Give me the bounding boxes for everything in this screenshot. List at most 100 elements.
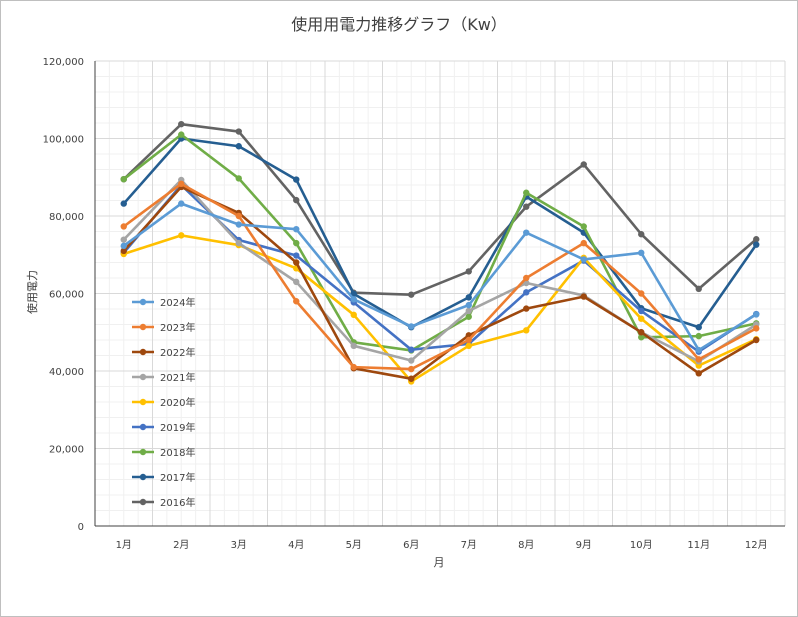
data-point <box>695 332 702 340</box>
legend-marker <box>139 498 147 506</box>
data-point <box>753 236 760 243</box>
data-point <box>408 323 415 330</box>
data-point <box>580 239 587 247</box>
y-tick-label: 40,000 <box>49 367 84 378</box>
data-point <box>523 229 530 236</box>
data-point <box>350 342 357 350</box>
data-point <box>465 313 472 320</box>
data-point <box>523 274 530 282</box>
series-lines <box>120 120 760 385</box>
data-point <box>695 285 702 293</box>
data-point <box>235 212 242 220</box>
data-point <box>580 256 587 263</box>
legend-marker <box>139 373 147 381</box>
legend-label: 2020年 <box>160 396 195 409</box>
data-point <box>235 143 242 150</box>
data-point <box>523 189 530 196</box>
x-tick-label: 1月 <box>116 539 132 551</box>
y-tick-label: 120,000 <box>43 57 84 68</box>
data-point <box>408 357 415 364</box>
x-tick-label: 11月 <box>687 539 710 551</box>
data-point <box>235 128 242 135</box>
y-axis-label: 使用電力 <box>26 270 39 314</box>
data-point <box>120 242 127 250</box>
x-tick-label: 6月 <box>403 539 419 551</box>
series-line <box>122 202 757 352</box>
data-point <box>178 131 185 138</box>
series-2024年 <box>120 200 760 354</box>
data-point <box>638 249 645 257</box>
series-2023年 <box>120 180 760 373</box>
axes <box>94 61 785 527</box>
data-point <box>178 232 185 239</box>
legend: 2024年 2023年 2022年 2021年 2020年 2019年 2018年 2017年… <box>132 296 195 509</box>
data-point <box>178 180 185 188</box>
series-line <box>122 182 757 371</box>
data-point <box>350 311 357 319</box>
data-point <box>695 356 702 363</box>
data-point <box>465 301 472 309</box>
y-tick-label: 0 <box>78 522 84 533</box>
x-tick-label: 12月 <box>745 539 768 551</box>
legend-label: 2016年 <box>160 496 195 509</box>
data-point <box>293 225 300 233</box>
data-point <box>350 296 357 303</box>
data-point <box>465 336 472 344</box>
x-tick-label: 9月 <box>576 539 592 551</box>
data-point <box>638 307 645 315</box>
legend-item: 2021年 <box>132 371 195 384</box>
data-point <box>465 268 472 275</box>
data-point <box>753 241 760 248</box>
data-point <box>523 289 530 296</box>
x-tick-label: 7月 <box>461 539 477 551</box>
data-point <box>408 346 415 353</box>
data-point <box>638 329 645 336</box>
data-point <box>695 370 702 377</box>
x-tick-label: 5月 <box>346 539 362 551</box>
x-tick-label: 3月 <box>231 539 247 551</box>
data-point <box>120 236 127 243</box>
series-line <box>122 137 758 329</box>
x-tick-label: 4月 <box>288 539 304 551</box>
data-point <box>293 259 300 266</box>
data-point <box>753 336 760 344</box>
data-point <box>235 175 242 182</box>
data-point <box>695 324 702 331</box>
data-point <box>695 346 702 354</box>
legend-item: 2023年 <box>132 321 195 334</box>
data-point <box>580 161 587 168</box>
data-point <box>753 325 760 332</box>
legend-marker <box>139 473 147 481</box>
series-line <box>122 178 757 363</box>
y-tick-labels: 0 20,000 40,000 60,000 80,000 100,000 120,000 <box>43 57 84 533</box>
data-point <box>523 203 530 210</box>
legend-item: 2024年 <box>132 296 195 309</box>
data-point <box>235 239 242 247</box>
y-tick-label: 80,000 <box>49 212 84 223</box>
data-point <box>465 342 472 350</box>
legend-marker <box>139 298 147 306</box>
data-point <box>465 294 472 301</box>
data-point <box>120 200 127 207</box>
legend-item: 2019年 <box>132 421 195 434</box>
series-2016年 <box>120 120 760 298</box>
legend-item: 2020年 <box>132 396 195 409</box>
x-tick-labels: 1月 2月 3月 4月 5月 6月 7月 8月 9月 10月 11月 12月 <box>116 539 768 551</box>
data-point <box>523 305 530 312</box>
y-tick-label: 60,000 <box>49 290 84 301</box>
series-line <box>122 122 758 296</box>
series-line <box>123 234 757 383</box>
legend-marker <box>139 398 147 406</box>
data-point <box>120 175 127 183</box>
legend-marker <box>139 323 147 331</box>
data-point <box>523 327 530 334</box>
data-point <box>293 278 300 286</box>
data-point <box>350 363 357 371</box>
data-point <box>408 375 415 382</box>
data-point <box>293 239 300 247</box>
legend-label: 2018年 <box>160 446 195 459</box>
legend-label: 2023年 <box>160 321 195 334</box>
data-point <box>638 231 645 238</box>
legend-item: 2022年 <box>132 346 195 359</box>
data-point <box>293 252 300 259</box>
